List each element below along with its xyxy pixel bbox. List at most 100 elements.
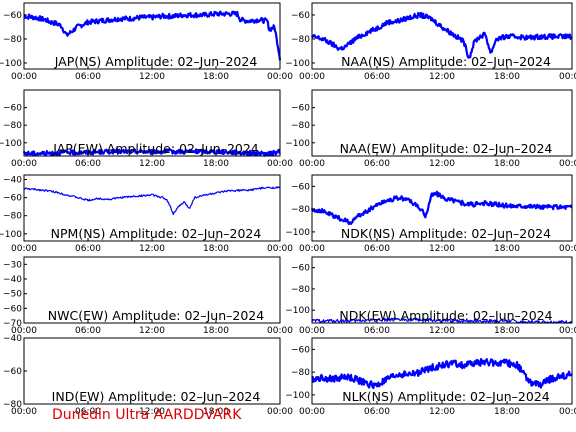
x-tick-label-0-2: 12:00 (139, 72, 165, 82)
y-tick-label-2-1: −80 (3, 121, 22, 131)
chart-title-1: NAA(NS) Amplitude: 02–Jun–2024 (341, 54, 551, 69)
x-tick-label-6-3: 18:00 (203, 326, 229, 336)
footer-credit: Dunedin Ultra AARDDVARK (52, 407, 242, 423)
x-tick-label-9-3: 18:00 (494, 407, 520, 417)
chart-panel-5: 00:00 06:00 12:00 18:00 00:00 −60 −80 −100 NDK(N… (285, 174, 576, 254)
x-tick-label-1-3: 18:00 (494, 72, 520, 82)
y-tick-label-5-1: −80 (291, 205, 310, 215)
y-tick-label-7-1: −80 (291, 285, 310, 295)
x-tick-label-5-4: 00:00 (559, 244, 576, 254)
series-line-0-0 (23, 10, 282, 61)
chart-title-8: IND(EW) Amplitude: 02–Jun–2024 (52, 389, 261, 404)
x-tick-label-4-0: 00:00 (11, 244, 37, 254)
y-tick-label-6-4: −70 (3, 319, 22, 329)
x-tick-label-3-1: 06:00 (364, 159, 390, 169)
y-tick-label-3-0: −60 (291, 104, 310, 114)
x-tick-label-0-3: 18:00 (203, 72, 229, 82)
x-tick-label-7-2: 12:00 (429, 326, 455, 336)
y-tick-label-6-0: −30 (3, 260, 22, 270)
x-tick-label-2-4: 00:00 (267, 159, 293, 169)
y-tick-label-1-1: −80 (291, 35, 310, 45)
chart-panel-7: 00:00 06:00 12:00 18:00 00:00 −60 −80 −100 NDK(E… (285, 256, 576, 336)
x-tick-label-6-4: 00:00 (267, 326, 293, 336)
x-tick-label-7-1: 06:00 (364, 326, 390, 336)
x-tick-label-6-0: 00:00 (11, 326, 37, 336)
x-tick-label-3-3: 18:00 (494, 159, 520, 169)
y-tick-label-7-2: −100 (285, 306, 310, 316)
y-tick-label-6-3: −60 (3, 304, 22, 314)
y-tick-label-2-2: −100 (0, 139, 22, 149)
y-tick-label-5-0: −60 (291, 182, 310, 192)
chart-panel-0: 00:00 06:00 12:00 18:00 00:00 −60 −80 −100 JAP(N… (0, 2, 293, 82)
y-tick-label-9-1: −80 (291, 368, 310, 378)
y-tick-label-9-0: −60 (291, 345, 310, 355)
x-tick-label-9-0: 00:00 (299, 407, 325, 417)
y-tick-label-4-0: −40 (3, 176, 22, 186)
x-tick-label-2-0: 00:00 (11, 159, 37, 169)
x-tick-label-7-4: 00:00 (559, 326, 576, 336)
x-tick-label-0-4: 00:00 (267, 72, 293, 82)
y-tick-label-3-1: −80 (291, 121, 310, 131)
x-tick-label-5-2: 12:00 (429, 244, 455, 254)
chart-panel-3: 00:00 06:00 12:00 18:00 00:00 −60 −80 −100 NAA(E… (285, 89, 576, 169)
chart-title-5: NDK(NS) Amplitude: 02–Jun–2024 (341, 226, 551, 241)
y-tick-label-5-2: −100 (285, 228, 310, 238)
x-tick-label-2-3: 18:00 (203, 159, 229, 169)
y-tick-label-3-2: −100 (285, 139, 310, 149)
x-tick-label-3-4: 00:00 (559, 159, 576, 169)
y-tick-label-8-1: −60 (3, 367, 22, 377)
x-tick-label-5-0: 00:00 (299, 244, 325, 254)
y-tick-label-4-3: −100 (0, 230, 22, 240)
x-tick-label-6-1: 06:00 (75, 326, 101, 336)
x-tick-label-3-0: 00:00 (299, 159, 325, 169)
x-tick-label-3-2: 12:00 (429, 159, 455, 169)
chart-title-7: NDK(EW) Amplitude: 02–Jun–2024 (339, 308, 552, 323)
y-tick-label-2-0: −60 (3, 104, 22, 114)
y-tick-label-8-2: −80 (3, 400, 22, 410)
x-tick-label-8-3: 18:00 (203, 407, 229, 417)
x-tick-label-8-4: 00:00 (267, 407, 293, 417)
x-tick-label-0-0: 00:00 (11, 72, 37, 82)
x-tick-label-7-0: 00:00 (299, 326, 325, 336)
x-tick-label-9-4: 00:00 (559, 407, 576, 417)
y-tick-label-0-0: −60 (3, 11, 22, 21)
x-tick-label-1-4: 00:00 (559, 72, 576, 82)
y-tick-label-7-0: −60 (291, 264, 310, 274)
series-line-5-0 (310, 190, 573, 226)
y-tick-label-6-1: −40 (3, 275, 22, 285)
y-tick-label-6-2: −50 (3, 290, 22, 300)
x-tick-label-4-1: 06:00 (75, 244, 101, 254)
x-tick-label-4-4: 00:00 (267, 244, 293, 254)
y-tick-label-8-0: −40 (3, 334, 22, 344)
chart-panel-1: 00:00 06:00 12:00 18:00 00:00 −60 −80 −100 NAA(N… (285, 2, 576, 82)
x-tick-label-4-3: 18:00 (203, 244, 229, 254)
y-tick-label-1-2: −100 (285, 59, 310, 69)
x-tick-label-0-1: 06:00 (75, 72, 101, 82)
chart-panel-4: 00:00 06:00 12:00 18:00 00:00 −40 −60 −80 −100 NP… (0, 174, 293, 254)
x-tick-label-2-2: 12:00 (139, 159, 165, 169)
x-tick-label-6-2: 12:00 (139, 326, 165, 336)
x-tick-label-4-2: 12:00 (139, 244, 165, 254)
x-tick-label-1-2: 12:00 (429, 72, 455, 82)
chart-title-0: JAP(NS) Amplitude: 02–Jun–2024 (54, 54, 258, 69)
chart-title-4: NPM(NS) Amplitude: 02–Jun–2024 (51, 226, 262, 241)
chart-panel-8: 00:00 06:00 12:00 18:00 00:00 −40 −60 −80 IND(EW… (3, 334, 293, 417)
series-line-4-0 (23, 186, 281, 216)
chart-title-6: NWC(EW) Amplitude: 02–Jun–2024 (48, 308, 264, 323)
x-tick-label-7-3: 18:00 (494, 326, 520, 336)
x-tick-label-2-1: 06:00 (75, 159, 101, 169)
series-line-9-0 (311, 358, 573, 389)
x-tick-label-1-0: 00:00 (299, 72, 325, 82)
series-line-1-0 (311, 11, 573, 59)
x-tick-label-8-0: 00:00 (11, 407, 37, 417)
y-tick-label-4-1: −60 (3, 194, 22, 204)
x-tick-label-5-3: 18:00 (494, 244, 520, 254)
x-tick-label-9-2: 12:00 (429, 407, 455, 417)
chart-panel-6: 00:00 06:00 12:00 18:00 00:00 −30 −40 −50 −60 −70… (3, 256, 293, 336)
x-tick-label-5-1: 06:00 (364, 244, 390, 254)
chart-title-2: JAP(EW) Amplitude: 02–Jun–2024 (52, 141, 259, 156)
y-tick-label-0-1: −80 (3, 35, 22, 45)
chart-title-3: NAA(EW) Amplitude: 02–Jun–2024 (340, 141, 553, 156)
x-tick-label-8-1: 06:00 (75, 407, 101, 417)
